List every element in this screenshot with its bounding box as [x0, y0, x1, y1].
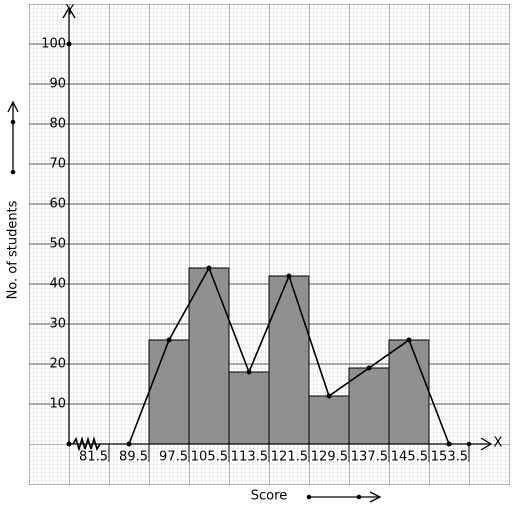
- polygon-point: [326, 393, 332, 399]
- axes: [7, 6, 493, 503]
- x-tick-label: 81.5: [79, 450, 108, 465]
- y-tick-label: 20: [49, 357, 66, 372]
- y-tick-label: 10: [49, 397, 66, 412]
- polygon-point: [246, 369, 252, 375]
- x-tick-label: 137.5: [351, 450, 388, 465]
- y-axis-name: Y: [65, 4, 74, 19]
- x-tick-label: 145.5: [391, 450, 428, 465]
- x-axis-label: Score: [251, 489, 287, 504]
- y-tick-label: 60: [49, 197, 66, 212]
- x-tick-label: 89.5: [119, 450, 148, 465]
- y-tick-label: 40: [49, 277, 66, 292]
- bar: [148, 339, 190, 445]
- x-tick-label: 105.5: [191, 450, 228, 465]
- x-tick-label: 153.5: [431, 450, 468, 465]
- y-tick-label: 70: [49, 157, 66, 172]
- y-tick-label: 50: [49, 237, 66, 252]
- y-tick-label: 100: [41, 37, 66, 52]
- y-axis-label: No. of students: [6, 200, 21, 299]
- bar: [388, 339, 430, 445]
- bar: [348, 367, 390, 445]
- polygon-point: [406, 337, 412, 343]
- y-tick-label: 30: [49, 317, 66, 332]
- x-axis-name: X: [494, 436, 503, 451]
- x-tick-label: 129.5: [311, 450, 348, 465]
- bar: [268, 275, 310, 445]
- polygon-point: [166, 337, 172, 343]
- x-tick-label: 97.5: [159, 450, 188, 465]
- decor-dots: [10, 41, 472, 500]
- polygon-point: [206, 265, 212, 271]
- y-tick-label: 80: [49, 117, 66, 132]
- polygon-point: [366, 365, 372, 371]
- y-tick-label: 90: [49, 77, 66, 92]
- polygon-point: [286, 273, 292, 279]
- x-tick-label: 113.5: [231, 450, 268, 465]
- bar: [228, 371, 270, 445]
- x-tick-label: 121.5: [271, 450, 308, 465]
- bar: [308, 395, 350, 445]
